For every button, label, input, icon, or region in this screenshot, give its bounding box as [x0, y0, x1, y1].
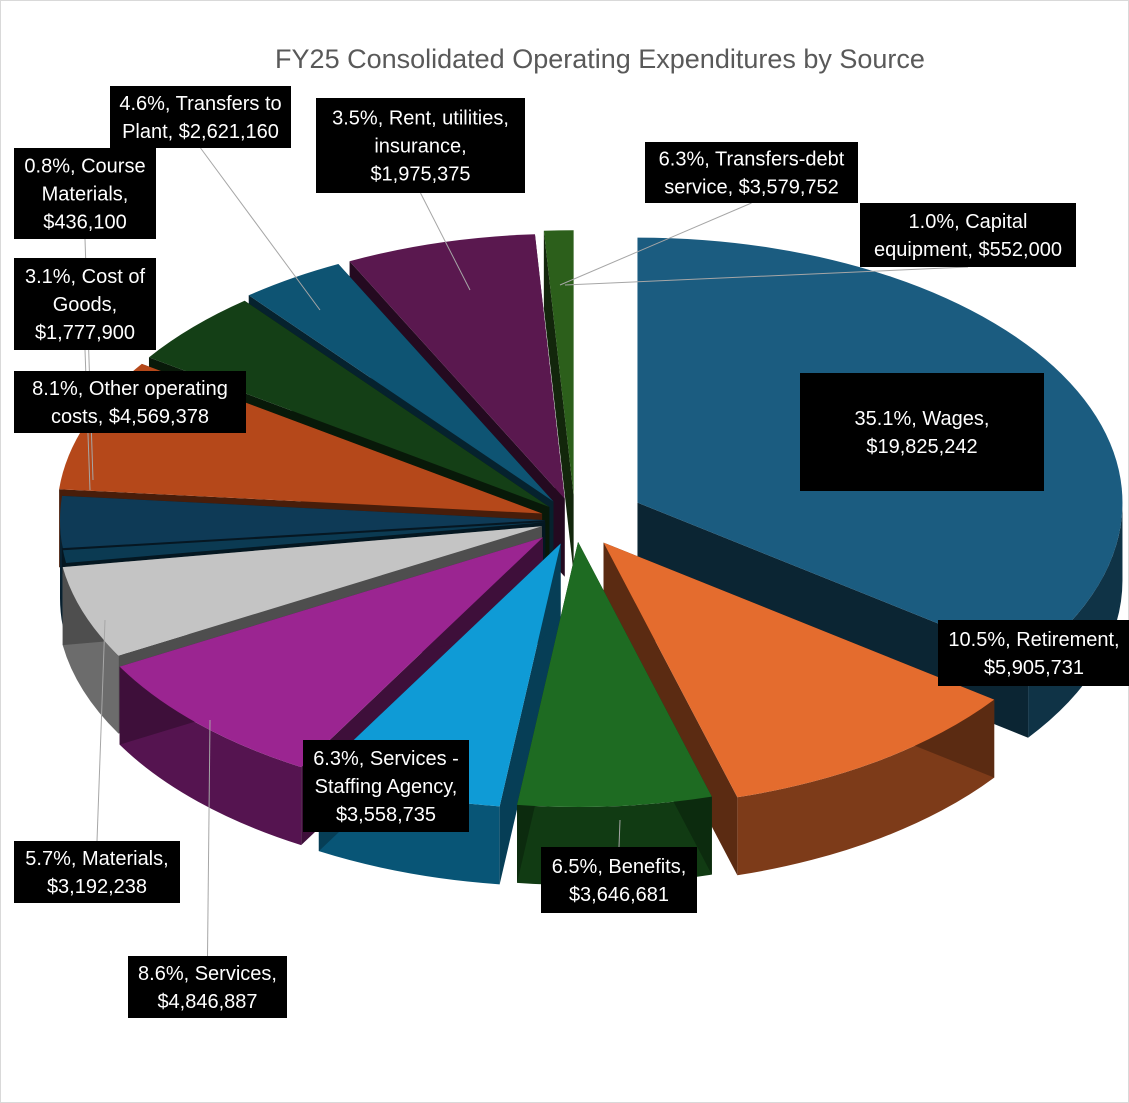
data-label-box — [800, 373, 1044, 491]
data-label-text: $4,846,887 — [157, 991, 257, 1013]
data-label: 4.6%, Transfers to Plant, $2,621,160 — [110, 86, 291, 148]
data-label-text: $436,100 — [43, 212, 126, 234]
pie-slice-top — [62, 522, 546, 563]
callout-leader-line — [618, 819, 621, 848]
data-label-text: $1,975,375 — [370, 164, 470, 186]
callout-leader-line — [207, 719, 211, 957]
data-label: 5.7%, Materials, $3,192,238 — [14, 841, 180, 903]
pie-slice-top — [148, 300, 550, 507]
data-label-text: 8.6%, Services, — [138, 963, 277, 985]
data-label-text: 6.5%, Benefits, — [552, 856, 687, 878]
data-label-text: Materials, — [42, 184, 129, 206]
callout-leader-line — [200, 147, 321, 311]
data-label-text: 35.1%, Wages, — [855, 408, 990, 430]
data-label-text: equipment, $552,000 — [874, 239, 1062, 261]
pie-slice — [603, 542, 995, 876]
data-label-box — [645, 142, 858, 203]
data-label: 3.5%, Rent, utilities, insurance, $1,975,3… — [316, 98, 525, 193]
pie-slice-top — [603, 542, 995, 798]
data-label-text: costs, $4,569,378 — [51, 406, 209, 428]
pie-slice-top — [119, 537, 543, 768]
pie-slice-top — [62, 526, 542, 656]
data-label-box — [14, 841, 180, 903]
pie-slice-top — [248, 263, 554, 502]
data-label-text: $19,825,242 — [866, 436, 977, 458]
pie-slice-top — [517, 541, 712, 807]
data-label-box — [541, 847, 697, 913]
data-label-text: Staffing Agency, — [315, 776, 458, 798]
pie-slice-top — [543, 230, 574, 496]
data-label: 10.5%, Retirement, $5,905,731 — [938, 620, 1129, 686]
data-label: 35.1%, Wages, $19,825,242 — [800, 373, 1044, 491]
data-label-text: 6.3%, Transfers-debt — [659, 149, 845, 171]
data-label: 6.5%, Benefits, $3,646,681 — [541, 847, 697, 913]
data-label: 8.6%, Services, $4,846,887 — [128, 956, 287, 1018]
data-label-box — [128, 956, 287, 1018]
data-label-text: Plant, $2,621,160 — [122, 121, 279, 143]
data-label-box — [860, 203, 1076, 267]
data-label: 3.1%, Cost of Goods, $1,777,900 — [14, 258, 156, 350]
data-label-text: 0.8%, Course — [24, 156, 145, 178]
data-label-text: $1,777,900 — [35, 322, 135, 344]
callout-leader-line — [96, 619, 106, 842]
data-label-text: insurance, — [374, 136, 466, 158]
data-label-text: 4.6%, Transfers to — [119, 93, 281, 115]
data-label-text: 8.1%, Other operating — [32, 378, 228, 400]
data-label-box — [938, 620, 1129, 686]
data-label-box — [110, 86, 291, 148]
data-label-text: 5.7%, Materials, — [25, 848, 168, 870]
pie-slice-top — [60, 495, 546, 549]
data-label-text: $3,646,681 — [569, 884, 669, 906]
data-label-text: Goods, — [53, 294, 117, 316]
data-label-text: $3,558,735 — [336, 804, 436, 826]
data-label-text: 3.5%, Rent, utilities, — [332, 108, 509, 130]
data-label: 6.3%, Services - Staffing Agency, $3,558,7… — [303, 740, 469, 832]
chart-title: FY25 Consolidated Operating Expenditures… — [275, 44, 925, 74]
pie-slice-top — [349, 234, 565, 499]
data-label-text: $5,905,731 — [984, 657, 1084, 679]
data-label-text: 3.1%, Cost of — [25, 266, 146, 288]
callout-leader-line — [564, 266, 969, 286]
data-label-text: 1.0%, Capital — [909, 211, 1028, 233]
data-label-box — [14, 258, 156, 350]
data-label-text: service, $3,579,752 — [664, 177, 839, 199]
callout-leader-line — [420, 192, 471, 291]
data-label-box — [303, 740, 469, 832]
data-label-text: 10.5%, Retirement, — [948, 629, 1119, 651]
data-label-text: $3,192,238 — [47, 876, 147, 898]
data-label: 0.8%, Course Materials, $436,100 — [14, 148, 156, 239]
data-label: 6.3%, Transfers-debt service, $3,579,752 — [645, 142, 858, 203]
data-label-text: 6.3%, Services - — [313, 748, 459, 770]
data-label-box — [316, 98, 525, 193]
data-label-box — [14, 148, 156, 239]
data-label: 8.1%, Other operating costs, $4,569,378 — [14, 371, 246, 433]
callout-leader-line — [559, 202, 752, 286]
pie-slice-wall — [543, 230, 574, 574]
data-label-box — [14, 371, 246, 433]
pie-slice — [543, 230, 574, 574]
data-label: 1.0%, Capital equipment, $552,000 — [860, 203, 1076, 267]
